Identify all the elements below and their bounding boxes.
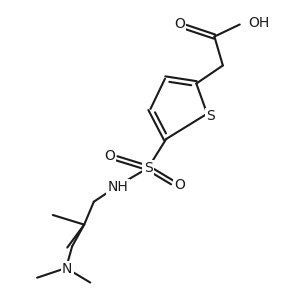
Text: OH: OH [248,16,269,30]
Text: NH: NH [107,180,128,194]
Text: S: S [206,109,215,123]
Text: N: N [62,262,73,276]
Text: O: O [174,17,185,32]
Text: S: S [144,161,153,175]
Text: O: O [174,178,185,192]
Text: O: O [104,149,115,163]
